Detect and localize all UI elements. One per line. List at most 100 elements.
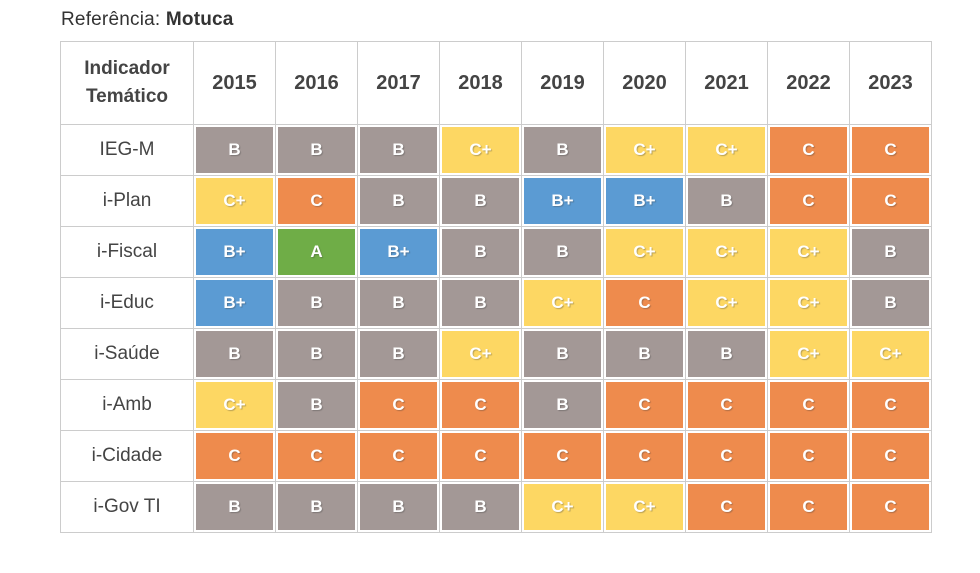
grade-chip: B	[196, 127, 273, 173]
grade-chip: B	[360, 280, 437, 326]
grade-cell: C	[767, 481, 850, 533]
grade-cell: B	[685, 328, 768, 380]
grade-chip: B	[442, 178, 519, 224]
grade-chip: C+	[770, 280, 847, 326]
grade-chip: C+	[442, 127, 519, 173]
table-row: i-Amb C+ B C C B C C C C	[60, 379, 932, 431]
grade-cell: C	[193, 430, 276, 482]
grade-cell: C	[849, 430, 932, 482]
indicator-label: i-Educ	[60, 277, 194, 329]
year-header: 2017	[357, 41, 440, 125]
table-row: IEG-M B B B C+ B C+ C+ C C	[60, 124, 932, 176]
grade-chip: C	[360, 382, 437, 428]
grade-chip: C	[442, 433, 519, 479]
grade-chip: C	[196, 433, 273, 479]
corner-header-line: Indicador	[84, 58, 170, 80]
grade-chip: B	[442, 484, 519, 530]
grade-chip: B	[278, 280, 355, 326]
grade-cell: C	[357, 430, 440, 482]
grade-chip: C	[278, 178, 355, 224]
grade-chip: B	[852, 280, 929, 326]
grade-chip: C	[688, 484, 765, 530]
grade-chip: B	[278, 484, 355, 530]
grade-cell: B	[193, 481, 276, 533]
year-header: 2019	[521, 41, 604, 125]
reference-value: Motuca	[165, 9, 234, 30]
grade-chip: B	[360, 127, 437, 173]
grade-chip: C	[770, 178, 847, 224]
grade-chip: B+	[606, 178, 683, 224]
table-row: i-Fiscal B+ A B+ B B C+ C+ C+ B	[60, 226, 932, 278]
grade-chip: C+	[688, 127, 765, 173]
grade-chip: C+	[688, 229, 765, 275]
grade-chip: B	[278, 331, 355, 377]
grade-cell: B	[521, 379, 604, 431]
year-header: 2015	[193, 41, 276, 125]
grade-chip: C+	[606, 484, 683, 530]
grade-chip: C	[278, 433, 355, 479]
grade-chip: C	[606, 382, 683, 428]
grade-cell: C+	[767, 277, 850, 329]
grade-cell: B	[357, 175, 440, 227]
grade-chip: B	[852, 229, 929, 275]
grade-cell: C+	[193, 175, 276, 227]
year-header: 2022	[767, 41, 850, 125]
grade-cell: C	[521, 430, 604, 482]
grade-cell: C+	[439, 124, 522, 176]
grade-cell: B+	[193, 277, 276, 329]
grade-cell: B	[275, 124, 358, 176]
grade-cell: C+	[767, 328, 850, 380]
grade-cell: C+	[849, 328, 932, 380]
grade-cell: B+	[603, 175, 686, 227]
grade-cell: C	[439, 379, 522, 431]
grade-cell: B+	[193, 226, 276, 278]
grade-cell: C+	[685, 226, 768, 278]
grade-cell: C	[603, 379, 686, 431]
indicator-label: i-Fiscal	[60, 226, 194, 278]
grade-chip: B+	[196, 280, 273, 326]
grade-cell: B	[357, 124, 440, 176]
indicator-label: i-Plan	[60, 175, 194, 227]
grade-cell: C+	[685, 277, 768, 329]
grade-cell: C	[767, 175, 850, 227]
grade-chip: B	[278, 382, 355, 428]
indicator-label: i-Amb	[60, 379, 194, 431]
indicator-table: Indicador Temático 2015 2016 2017 2018 2019 202…	[60, 41, 932, 533]
grade-chip: B	[360, 484, 437, 530]
grade-cell: B	[275, 379, 358, 431]
grade-chip: C	[852, 382, 929, 428]
year-header: 2016	[275, 41, 358, 125]
grade-chip: C+	[524, 484, 601, 530]
grade-chip: C+	[770, 331, 847, 377]
grade-chip: A	[278, 229, 355, 275]
grade-cell: B	[439, 226, 522, 278]
grade-cell: B	[439, 175, 522, 227]
year-header: 2020	[603, 41, 686, 125]
grade-cell: C	[767, 379, 850, 431]
grade-chip: C	[770, 382, 847, 428]
grade-chip: C	[442, 382, 519, 428]
grade-cell: B	[849, 277, 932, 329]
grade-cell: C	[685, 481, 768, 533]
grade-chip: B	[524, 229, 601, 275]
corner-header: Indicador Temático	[60, 41, 194, 125]
grade-cell: A	[275, 226, 358, 278]
grade-cell: C	[439, 430, 522, 482]
grade-cell: C+	[603, 226, 686, 278]
grade-chip: B+	[360, 229, 437, 275]
grade-cell: C+	[521, 277, 604, 329]
grade-chip: B	[524, 382, 601, 428]
grade-chip: B+	[524, 178, 601, 224]
grade-chip: B	[196, 484, 273, 530]
table-row: i-Educ B+ B B B C+ C C+ C+ B	[60, 277, 932, 329]
grade-chip: C+	[688, 280, 765, 326]
grade-cell: C	[275, 175, 358, 227]
year-header: 2021	[685, 41, 768, 125]
grade-cell: B	[275, 277, 358, 329]
grade-cell: C+	[603, 124, 686, 176]
grade-cell: C	[849, 379, 932, 431]
grade-chip: B	[360, 331, 437, 377]
grade-chip: C	[770, 127, 847, 173]
